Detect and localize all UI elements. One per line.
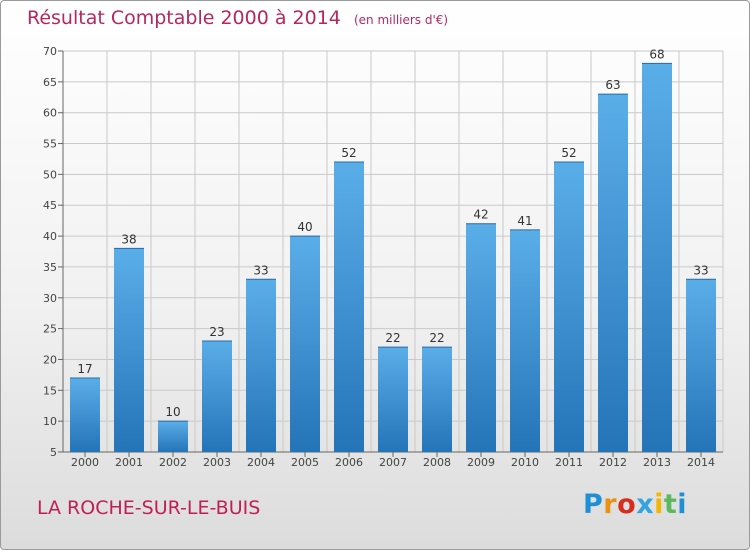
- y-tick-label: 35: [43, 261, 57, 274]
- bar-2002: [158, 421, 188, 452]
- bar-2014: [686, 279, 716, 452]
- bar-2010: [510, 229, 540, 452]
- bar-2001: [114, 248, 144, 452]
- bar-2013: [642, 63, 672, 452]
- y-tick-label: 15: [43, 384, 57, 397]
- y-tick-label: 25: [43, 323, 57, 336]
- y-tick-label: 55: [43, 138, 57, 151]
- value-label-2001: 38: [121, 232, 136, 246]
- chart-title-block: Résultat Comptable 2000 à 2014 (en milli…: [27, 7, 448, 29]
- x-tick-label-2007: 2007: [379, 456, 407, 469]
- x-tick-label-2002: 2002: [159, 456, 187, 469]
- x-tick-label-2012: 2012: [599, 456, 627, 469]
- value-label-2014: 33: [693, 263, 708, 277]
- y-tick-label: 30: [43, 292, 57, 305]
- y-tick-label: 50: [43, 168, 57, 181]
- x-tick-label-2005: 2005: [291, 456, 319, 469]
- value-label-2011: 52: [561, 146, 576, 160]
- bar-2004: [246, 279, 276, 452]
- x-tick-label-2006: 2006: [335, 456, 363, 469]
- value-label-2012: 63: [605, 78, 620, 92]
- x-tick-label-2013: 2013: [643, 456, 671, 469]
- x-tick-label-2011: 2011: [555, 456, 583, 469]
- bar-2011: [554, 162, 584, 453]
- logo-letter: t: [663, 489, 678, 520]
- logo-letter: i: [654, 489, 664, 520]
- bar-2012: [598, 94, 628, 452]
- x-tick-label-2009: 2009: [467, 456, 495, 469]
- x-tick-label-2003: 2003: [203, 456, 231, 469]
- value-label-2009: 42: [473, 208, 488, 222]
- y-tick-label: 70: [43, 45, 57, 58]
- value-label-2003: 23: [209, 325, 224, 339]
- x-tick-label-2008: 2008: [423, 456, 451, 469]
- x-tick-label-2010: 2010: [511, 456, 539, 469]
- value-label-2008: 22: [429, 331, 444, 345]
- chart-title: Résultat Comptable 2000 à 2014: [27, 7, 341, 29]
- x-tick-label-2001: 2001: [115, 456, 143, 469]
- bar-2000: [70, 377, 100, 452]
- value-label-2010: 41: [517, 214, 532, 228]
- y-tick-label: 10: [43, 415, 57, 428]
- proxiti-logo: Proxiti: [583, 489, 687, 520]
- logo-letter: r: [603, 489, 618, 520]
- y-tick-label: 65: [43, 76, 57, 89]
- value-label-2005: 40: [297, 220, 312, 234]
- y-tick-label: 60: [43, 107, 57, 120]
- bar-2009: [466, 223, 496, 452]
- value-label-2000: 17: [77, 362, 92, 376]
- commune-name: LA ROCHE-SUR-LE-BUIS: [37, 497, 261, 519]
- bar-2006: [334, 162, 364, 453]
- y-tick-label: 5: [50, 446, 57, 459]
- x-tick-label-2000: 2000: [71, 456, 99, 469]
- bar-layer: 17 38 10 23 33 40 52 22 22 42 41 52 63 68 33: [70, 47, 716, 453]
- value-label-2002: 10: [165, 405, 180, 419]
- y-tick-label: 20: [43, 353, 57, 366]
- logo-letter: P: [583, 489, 604, 520]
- bar-2008: [422, 347, 452, 452]
- bar-2007: [378, 347, 408, 452]
- y-tick-label: 40: [43, 230, 57, 243]
- bar-2003: [202, 340, 232, 452]
- value-label-2004: 33: [253, 263, 268, 277]
- y-tick-label: 45: [43, 199, 57, 212]
- logo-letter: i: [677, 489, 688, 520]
- chart-unit: (en milliers d'€): [353, 13, 449, 27]
- x-tick-label-2014: 2014: [687, 456, 715, 469]
- logo-letter: x: [636, 489, 655, 520]
- logo-letter: o: [617, 489, 637, 520]
- value-label-2006: 52: [341, 146, 356, 160]
- x-tick-label-2004: 2004: [247, 456, 275, 469]
- value-label-2007: 22: [385, 331, 400, 345]
- value-label-2013: 68: [649, 47, 664, 61]
- bar-2005: [290, 236, 320, 452]
